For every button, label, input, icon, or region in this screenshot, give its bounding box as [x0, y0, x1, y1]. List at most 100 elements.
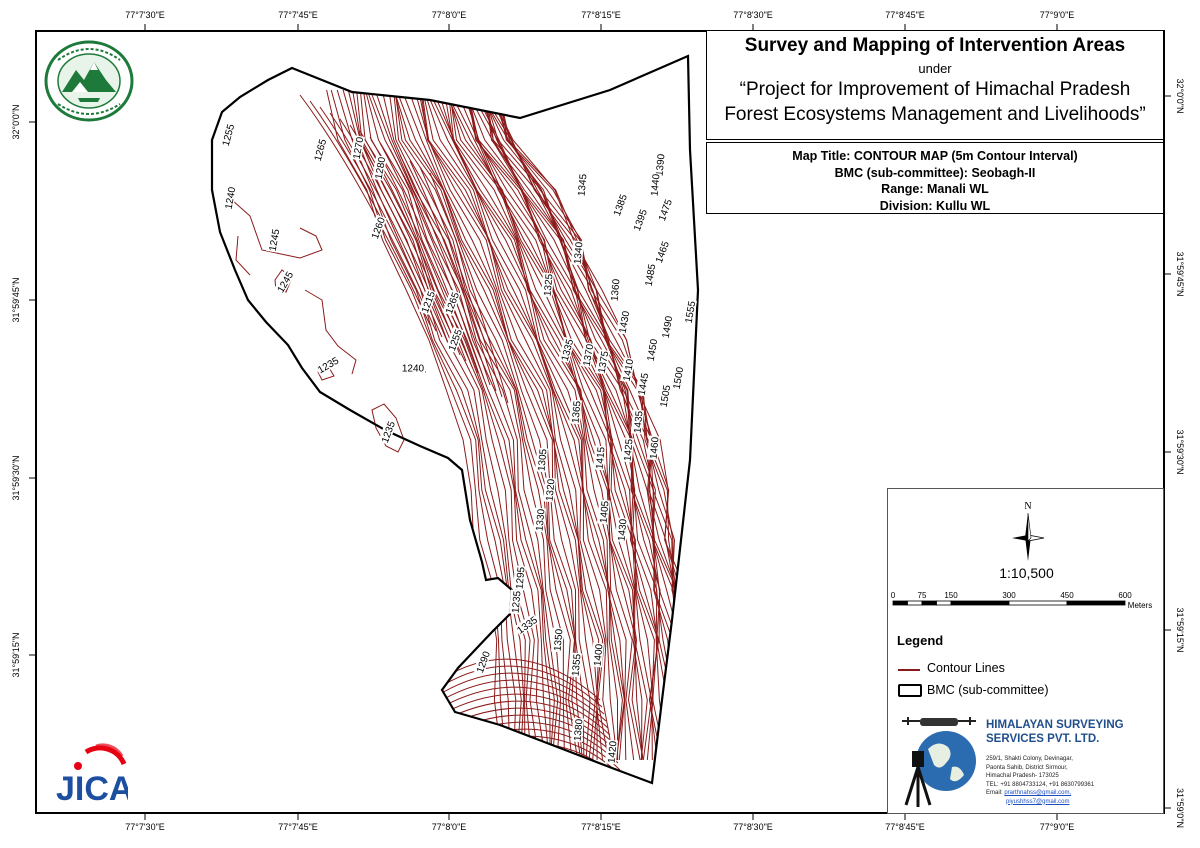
email-link[interactable]: piyushhss7@gmail.com: [1006, 798, 1070, 805]
contour-label-halo: [568, 399, 583, 425]
title-under: under: [918, 61, 952, 76]
contour-label: 1240: [224, 186, 239, 210]
contour-line: [439, 686, 609, 729]
longitude-label: 77°8'30"E: [733, 822, 773, 832]
contour-line: [399, 154, 491, 386]
scale-bar-segment: [936, 600, 952, 606]
contour-label: 1355: [571, 653, 584, 677]
company-name-line2: SERVICES PVT. LTD.: [986, 733, 1100, 745]
contour-line: [440, 785, 636, 826]
contour-label-halo: [442, 289, 461, 316]
company-address: 259/1, Shakti Colony, Devinagar, Paonta …: [986, 755, 1161, 806]
contour-line: [440, 806, 642, 847]
bmc-text: BMC (sub-committee): Seobagh-II: [834, 165, 1036, 180]
contour-line: [309, 100, 437, 332]
contour-line: [439, 742, 625, 783]
contour-label: 1350: [553, 628, 566, 652]
contour-label: 1240: [402, 364, 425, 375]
contour-label: 1425: [623, 438, 636, 462]
project-title-line2: Forest Ecosystems Management and Livelih…: [724, 104, 1146, 125]
contour-line: [420, 89, 600, 761]
longitude-label: 77°8'0"E: [431, 822, 467, 832]
surveyor-logo: [902, 717, 976, 807]
contour-line: [466, 89, 659, 761]
longitude-label: 77°8'45"E: [885, 10, 925, 20]
phone-line: TEL: +91 8804733124, +91 8630799361: [986, 781, 1095, 788]
contour-label-halo: [620, 357, 636, 383]
scale-bar-segment: [892, 600, 908, 606]
contour-label-halo: [655, 196, 674, 223]
contour-label: 1270: [352, 136, 367, 160]
contour-label-halo: [540, 272, 555, 298]
contour-label: 1295: [515, 566, 528, 590]
contour-line: [359, 130, 467, 362]
email-label: Email:: [986, 790, 1003, 796]
contour-label-halo: [607, 277, 622, 303]
contour-label: 1555: [684, 300, 699, 324]
longitude-label: 77°7'45"E: [278, 10, 318, 20]
contour-label: 1405: [599, 500, 612, 524]
longitude-label: 77°8'45"E: [885, 822, 925, 832]
scale-tick-label: 75: [917, 591, 927, 600]
contour-label: 1320: [545, 478, 558, 502]
contour-label-halo: [670, 365, 686, 391]
contour-label: 1390: [655, 153, 668, 177]
email-link[interactable]: prarthnahss@gmail.com,: [1004, 790, 1072, 796]
contour-line: [468, 89, 655, 761]
range-text: Range: Manali WL: [881, 182, 989, 196]
contour-label-halo: [513, 613, 540, 636]
map-info-box: Map Title: CONTOUR MAP (5m Contour Inter…: [706, 142, 1164, 214]
contour-line: [439, 672, 605, 715]
contour-line: [439, 728, 621, 771]
contour-label: 1330: [535, 508, 548, 532]
contour-label-halo: [512, 565, 527, 591]
contour-line: [439, 770, 633, 783]
scale-tick-label: 300: [1002, 591, 1016, 600]
contour-label-halo: [574, 172, 589, 198]
contour-label-halo: [620, 437, 635, 463]
legend-contour-swatch: [898, 669, 920, 671]
contour-label-halo: [610, 191, 629, 218]
contour-label-halo: [604, 739, 619, 765]
contour-line: [482, 89, 673, 761]
contour-label: 1265: [313, 138, 329, 163]
contour-label-halo: [592, 445, 607, 471]
legend-title: Legend: [897, 633, 944, 648]
contour-label-halo: [642, 262, 658, 288]
contour-line: [330, 89, 507, 761]
contour-label: 1235: [380, 420, 398, 445]
division-text: Division: Kullu WL: [879, 198, 991, 213]
jica-logo: JICA: [56, 743, 128, 804]
contour-line: [473, 89, 674, 761]
contour-line: [439, 658, 601, 701]
contour-line: [439, 679, 607, 722]
contour-label-halo: [550, 627, 565, 653]
contour-label: 1460: [649, 436, 662, 460]
contour-label-halo: [473, 648, 492, 675]
contour-lines: [299, 89, 698, 847]
contour-label-halo: [534, 447, 549, 473]
longitude-label: 77°7'30"E: [125, 10, 165, 20]
contour-line: [422, 89, 609, 761]
scale-tick-label: 0: [890, 591, 896, 600]
contour-label-halo: [311, 136, 328, 163]
contour-label-halo: [595, 349, 611, 375]
contour-line: [439, 693, 611, 736]
contour-line: [444, 89, 644, 761]
contour-label-halo: [630, 409, 645, 435]
contour-label-halo: [219, 121, 236, 148]
scale-tick-label: 450: [1060, 591, 1074, 600]
contour-label-halo: [350, 135, 366, 161]
contour-label: 1475: [657, 198, 675, 223]
contour-label: 1290: [475, 650, 493, 675]
contour-line: [421, 89, 604, 761]
contour-label: 1410: [622, 358, 637, 382]
legend-bmc-label: BMC (sub-committee): [927, 683, 1049, 697]
contour-line: [440, 799, 640, 840]
svg-text:JICA: JICA: [56, 770, 128, 804]
contour-label-halo: [635, 371, 651, 397]
map-title-text: Map Title: CONTOUR MAP (5m Contour Inter…: [792, 149, 1078, 163]
longitude-label: 77°8'30"E: [733, 10, 773, 20]
scale-tick-label: 600: [1118, 591, 1132, 600]
